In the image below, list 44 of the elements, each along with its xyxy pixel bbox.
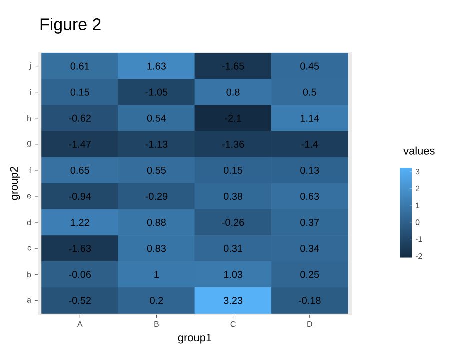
data-label: 0.2 <box>150 297 164 304</box>
data-label: 0.13 <box>300 166 320 174</box>
data-label: 0.31 <box>224 245 243 252</box>
data-label: 0.54 <box>147 114 166 122</box>
data-label: 0.8 <box>226 88 240 96</box>
data-label: 0.34 <box>300 245 320 252</box>
data-label: -1.63 <box>69 245 92 252</box>
data-label: 0.45 <box>300 62 320 70</box>
data-label: 3.23 <box>224 297 243 304</box>
data-label: 0.88 <box>147 219 166 226</box>
data-label: 1.63 <box>148 62 166 70</box>
data-label: -1.13 <box>146 140 168 148</box>
data-label: -0.06 <box>69 271 92 278</box>
data-label: 0.37 <box>300 219 320 226</box>
chart-title: Figure 2 <box>40 18 101 34</box>
data-label: 0.38 <box>224 192 243 200</box>
data-label: 1.14 <box>300 114 320 122</box>
data-label: -0.62 <box>69 114 91 122</box>
data-label: -1.4 <box>302 141 318 148</box>
y-axis-title: group2 <box>10 166 20 200</box>
data-label: -1.47 <box>69 141 91 148</box>
data-label: -2.1 <box>225 114 242 122</box>
data-label: 1 <box>154 271 159 278</box>
data-label: -0.29 <box>146 192 168 200</box>
data-label: 1.03 <box>224 271 243 278</box>
data-label: 0.63 <box>300 192 320 200</box>
x-axis-title: group1 <box>178 334 212 344</box>
color-bar-title: values <box>404 146 435 155</box>
data-label: 0.5 <box>303 88 316 96</box>
data-label: 0.61 <box>70 62 90 70</box>
data-label: -0.52 <box>69 297 91 304</box>
data-label: 0.15 <box>224 166 243 174</box>
data-label: 1.22 <box>71 219 90 226</box>
data-label: 0.25 <box>300 271 320 278</box>
data-label: 0.65 <box>70 166 90 174</box>
data-label: -0.18 <box>298 297 321 304</box>
data-label: 0.83 <box>147 245 166 252</box>
data-label: -0.26 <box>222 219 244 226</box>
data-label: -0.94 <box>69 192 92 200</box>
data-label: -1.65 <box>222 62 244 70</box>
data-label: 0.55 <box>147 166 166 174</box>
data-label: -1.36 <box>222 140 244 148</box>
data-label: -1.05 <box>146 88 168 96</box>
data-label: 0.15 <box>70 88 90 96</box>
